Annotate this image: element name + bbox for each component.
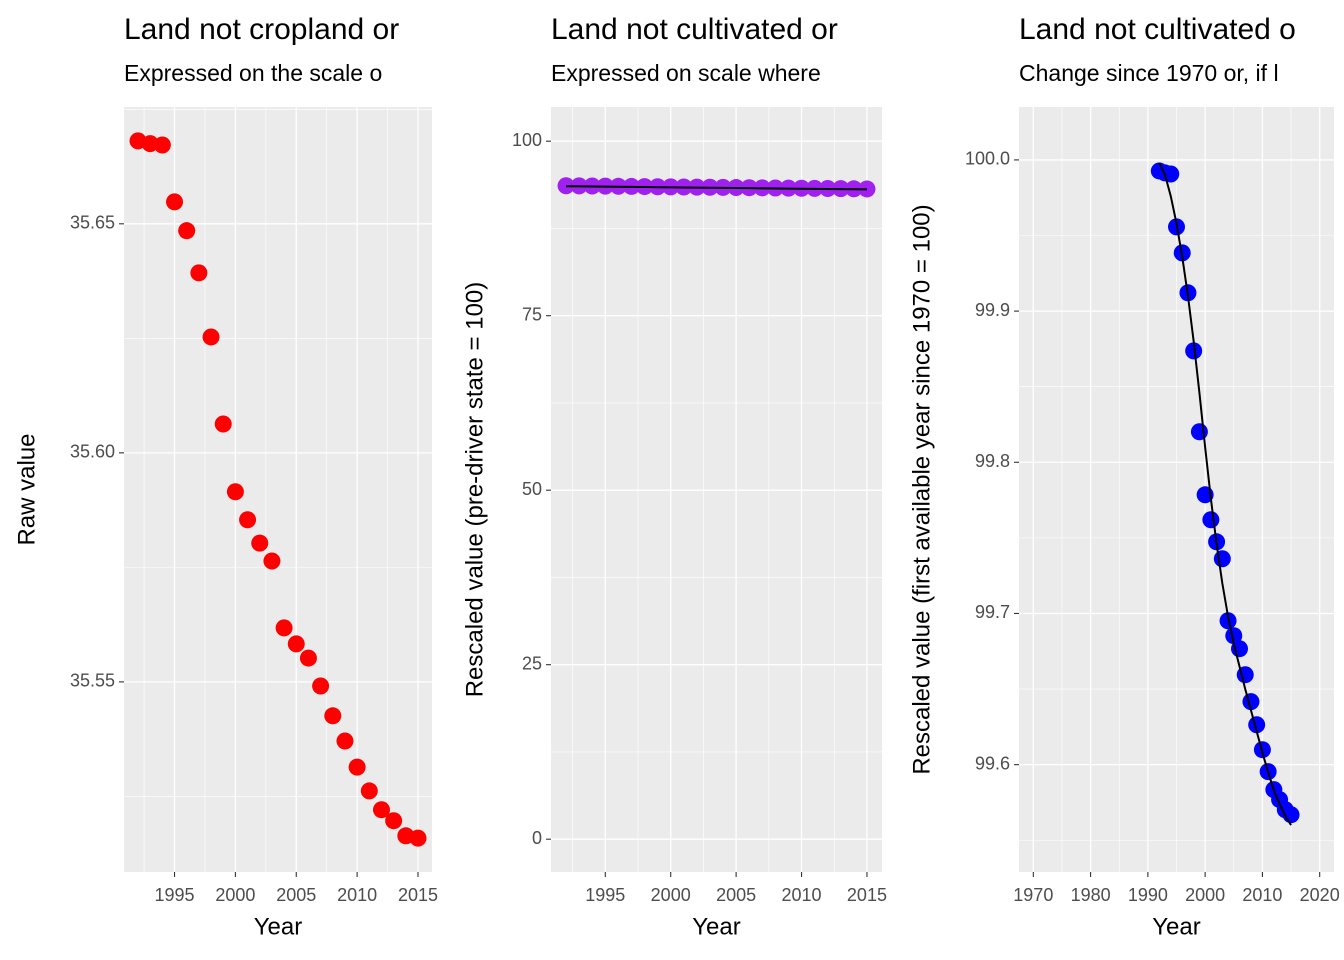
panel-background xyxy=(551,107,882,872)
point xyxy=(409,829,427,847)
point xyxy=(1213,550,1231,568)
point xyxy=(336,732,354,750)
y-tick-label: 100.0 xyxy=(965,149,1010,169)
chart-subtitle: Expressed on the scale o xyxy=(124,60,382,86)
x-tick-label: 1995 xyxy=(585,885,625,905)
point xyxy=(239,511,257,529)
x-tick-label: 1970 xyxy=(1013,885,1053,905)
y-tick-label: 35.55 xyxy=(70,671,115,691)
y-tick-label: 0 xyxy=(532,828,542,848)
point xyxy=(263,552,281,570)
point xyxy=(275,619,293,637)
trend-line xyxy=(1158,162,1292,826)
y-tick-label: 35.60 xyxy=(70,442,115,462)
y-tick-label: 25 xyxy=(522,653,542,673)
point xyxy=(1185,342,1203,360)
x-tick-label: 1995 xyxy=(154,885,194,905)
point xyxy=(178,222,196,240)
y-axis-title: Rescaled value (first available year sin… xyxy=(908,204,935,774)
x-tick-label: 2020 xyxy=(1300,885,1340,905)
x-tick-label: 1990 xyxy=(1128,885,1168,905)
y-tick-label: 99.7 xyxy=(975,602,1010,622)
point xyxy=(385,812,403,830)
y-axis-title: Raw value xyxy=(13,433,40,545)
point xyxy=(1225,627,1243,645)
point xyxy=(360,782,378,800)
x-tick-label: 2015 xyxy=(398,885,438,905)
point xyxy=(214,415,232,433)
x-tick-label: 2000 xyxy=(651,885,691,905)
chart-title: Land not cultivated o xyxy=(1019,13,1296,46)
x-tick-label: 2010 xyxy=(782,885,822,905)
chart-subtitle: Expressed on scale where xyxy=(551,60,821,86)
point xyxy=(226,483,244,501)
x-tick-label: 2000 xyxy=(215,885,255,905)
chart-title: Land not cultivated or xyxy=(551,13,838,46)
y-tick-label: 50 xyxy=(522,479,542,499)
x-tick-label: 2015 xyxy=(847,885,887,905)
x-axis-title: Year xyxy=(1152,913,1201,940)
point xyxy=(324,707,342,725)
x-axis-title: Year xyxy=(254,913,303,940)
panel-background xyxy=(124,107,432,872)
point xyxy=(153,136,171,154)
y-tick-label: 75 xyxy=(522,304,542,324)
y-axis-title: Rescaled value (pre-driver state = 100) xyxy=(461,282,488,698)
point xyxy=(166,193,184,211)
y-tick-label: 99.8 xyxy=(975,451,1010,471)
point xyxy=(312,677,330,695)
x-tick-label: 2000 xyxy=(1185,885,1225,905)
y-tick-label: 99.9 xyxy=(975,300,1010,320)
point xyxy=(251,534,269,552)
point xyxy=(202,328,220,346)
y-tick-label: 99.6 xyxy=(975,753,1010,773)
point xyxy=(1248,716,1266,734)
point xyxy=(190,264,208,282)
x-tick-label: 1980 xyxy=(1071,885,1111,905)
point xyxy=(348,758,366,776)
x-tick-label: 2005 xyxy=(276,885,316,905)
x-tick-label: 2010 xyxy=(1242,885,1282,905)
x-axis-title: Year xyxy=(692,913,741,940)
chart-subtitle: Change since 1970 or, if l xyxy=(1019,60,1279,86)
point xyxy=(557,177,575,195)
point xyxy=(1190,423,1208,441)
point xyxy=(287,635,305,653)
point xyxy=(372,801,390,819)
point xyxy=(1202,511,1220,529)
x-tick-label: 2010 xyxy=(337,885,377,905)
point xyxy=(299,649,317,667)
y-tick-label: 35.65 xyxy=(70,213,115,233)
y-tick-label: 100 xyxy=(512,130,542,150)
chart-title: Land not cropland or xyxy=(124,13,399,46)
x-tick-label: 2005 xyxy=(716,885,756,905)
trend-line xyxy=(566,185,867,191)
